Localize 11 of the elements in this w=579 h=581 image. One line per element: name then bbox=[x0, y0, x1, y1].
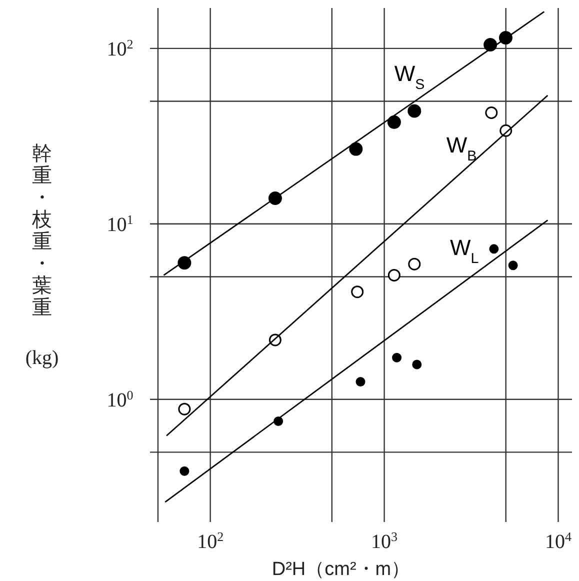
text: 幹重・枝重・葉重 (kg) bbox=[25, 143, 59, 369]
x-tick-label: 10$^{2}$ bbox=[197, 528, 224, 553]
y-tick-label: 10$^{1}$ bbox=[106, 211, 134, 236]
x-tick-label: 10$^{4}$ bbox=[544, 528, 572, 553]
y-tick-label: 10$^{2}$ bbox=[106, 36, 134, 60]
series-label: W$_{L}$ bbox=[450, 234, 479, 267]
series-label: W$_{S}$ bbox=[394, 60, 425, 93]
y-tick-label: 10$^{0}$ bbox=[106, 386, 134, 412]
series-label: W$_{B}$ bbox=[446, 132, 477, 165]
x-tick-label: 10$^{3}$ bbox=[371, 528, 398, 553]
x-axis-title: D²H（cm²・m） bbox=[272, 559, 410, 580]
